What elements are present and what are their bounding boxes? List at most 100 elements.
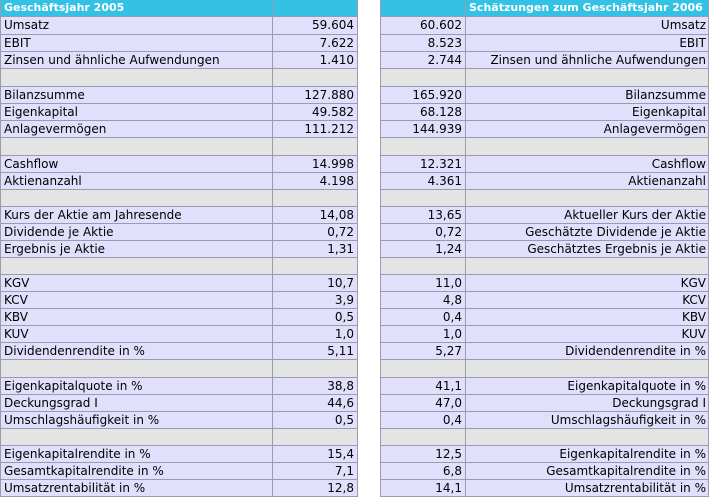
header-empty-cell[interactable] <box>273 0 358 16</box>
label-cell[interactable]: Kurs der Aktie am Jahresende <box>0 207 273 223</box>
empty-cell[interactable] <box>273 258 358 274</box>
value-2005-cell[interactable]: 127.880 <box>273 87 358 103</box>
value-2006-cell[interactable]: 47,0 <box>380 395 466 411</box>
label-cell[interactable]: Dividendenrendite in % <box>0 343 273 359</box>
value-2005-cell[interactable]: 0,5 <box>273 309 358 325</box>
value-2005-cell[interactable]: 5,11 <box>273 343 358 359</box>
empty-cell[interactable] <box>380 258 466 274</box>
label-cell[interactable]: EBIT <box>0 35 273 51</box>
empty-cell[interactable] <box>0 69 273 86</box>
label-cell[interactable]: KGV <box>0 275 273 291</box>
label-cell[interactable]: Eigenkapital <box>0 104 273 120</box>
value-2005-cell[interactable]: 49.582 <box>273 104 358 120</box>
label-cell[interactable]: KUV <box>466 326 709 342</box>
label-cell[interactable]: Cashflow <box>466 156 709 172</box>
value-2005-cell[interactable]: 12,8 <box>273 480 358 496</box>
empty-cell[interactable] <box>273 360 358 377</box>
empty-cell[interactable] <box>273 429 358 445</box>
label-cell[interactable]: KGV <box>466 275 709 291</box>
value-2006-cell[interactable]: 6,8 <box>380 463 466 479</box>
label-cell[interactable]: Deckungsgrad I <box>466 395 709 411</box>
value-2005-cell[interactable]: 14,08 <box>273 207 358 223</box>
value-2006-cell[interactable]: 2.744 <box>380 52 466 68</box>
label-cell[interactable]: Zinsen und ähnliche Aufwendungen <box>466 52 709 68</box>
value-2006-cell[interactable]: 144.939 <box>380 121 466 137</box>
empty-cell[interactable] <box>0 429 273 445</box>
value-2006-cell[interactable]: 12,5 <box>380 446 466 462</box>
header-title-2006[interactable]: Schätzungen zum Geschäftsjahr 2006 <box>466 0 709 16</box>
empty-cell[interactable] <box>466 138 709 155</box>
value-2005-cell[interactable]: 7,1 <box>273 463 358 479</box>
empty-cell[interactable] <box>0 190 273 206</box>
label-cell[interactable]: Eigenkapitalrendite in % <box>466 446 709 462</box>
label-cell[interactable]: KCV <box>0 292 273 308</box>
value-2005-cell[interactable]: 4.198 <box>273 173 358 189</box>
label-cell[interactable]: Aktienanzahl <box>0 173 273 189</box>
value-2005-cell[interactable]: 38,8 <box>273 378 358 394</box>
label-cell[interactable]: EBIT <box>466 35 709 51</box>
label-cell[interactable]: Aktueller Kurs der Aktie <box>466 207 709 223</box>
empty-cell[interactable] <box>466 190 709 206</box>
empty-cell[interactable] <box>466 360 709 377</box>
header-empty-cell[interactable] <box>380 0 466 16</box>
value-2005-cell[interactable]: 0,5 <box>273 412 358 428</box>
label-cell[interactable]: Gesamtkapitalrendite in % <box>466 463 709 479</box>
value-2006-cell[interactable]: 165.920 <box>380 87 466 103</box>
label-cell[interactable]: KBV <box>466 309 709 325</box>
value-2006-cell[interactable]: 11,0 <box>380 275 466 291</box>
empty-cell[interactable] <box>380 360 466 377</box>
value-2006-cell[interactable]: 1,0 <box>380 326 466 342</box>
value-2006-cell[interactable]: 14,1 <box>380 480 466 496</box>
value-2005-cell[interactable]: 10,7 <box>273 275 358 291</box>
label-cell[interactable]: Umsatz <box>466 17 709 34</box>
label-cell[interactable]: Umsatzrentabilität in % <box>466 480 709 496</box>
label-cell[interactable]: Aktienanzahl <box>466 173 709 189</box>
empty-cell[interactable] <box>380 190 466 206</box>
label-cell[interactable]: Anlagevermögen <box>0 121 273 137</box>
label-cell[interactable]: Zinsen und ähnliche Aufwendungen <box>0 52 273 68</box>
value-2006-cell[interactable]: 8.523 <box>380 35 466 51</box>
label-cell[interactable]: KBV <box>0 309 273 325</box>
label-cell[interactable]: KUV <box>0 326 273 342</box>
label-cell[interactable]: Dividendenrendite in % <box>466 343 709 359</box>
label-cell[interactable]: Geschätztes Ergebnis je Aktie <box>466 241 709 257</box>
empty-cell[interactable] <box>273 138 358 155</box>
value-2006-cell[interactable]: 13,65 <box>380 207 466 223</box>
empty-cell[interactable] <box>273 190 358 206</box>
empty-cell[interactable] <box>380 429 466 445</box>
empty-cell[interactable] <box>466 258 709 274</box>
value-2006-cell[interactable]: 60.602 <box>380 17 466 34</box>
label-cell[interactable]: Eigenkapitalrendite in % <box>0 446 273 462</box>
empty-cell[interactable] <box>466 429 709 445</box>
header-title-2005[interactable]: Geschäftsjahr 2005 <box>0 0 273 16</box>
value-2005-cell[interactable]: 7.622 <box>273 35 358 51</box>
label-cell[interactable]: Geschätzte Dividende je Aktie <box>466 224 709 240</box>
label-cell[interactable]: Umsatzrentabilität in % <box>0 480 273 496</box>
empty-cell[interactable] <box>380 69 466 86</box>
label-cell[interactable]: Bilanzsumme <box>0 87 273 103</box>
label-cell[interactable]: Gesamtkapitalrendite in % <box>0 463 273 479</box>
label-cell[interactable]: Umsatz <box>0 17 273 34</box>
label-cell[interactable]: Cashflow <box>0 156 273 172</box>
value-2005-cell[interactable]: 1,0 <box>273 326 358 342</box>
value-2006-cell[interactable]: 12.321 <box>380 156 466 172</box>
label-cell[interactable]: Eigenkapitalquote in % <box>466 378 709 394</box>
value-2005-cell[interactable]: 0,72 <box>273 224 358 240</box>
empty-cell[interactable] <box>466 69 709 86</box>
value-2005-cell[interactable]: 15,4 <box>273 446 358 462</box>
value-2006-cell[interactable]: 41,1 <box>380 378 466 394</box>
value-2006-cell[interactable]: 0,4 <box>380 412 466 428</box>
value-2005-cell[interactable]: 1.410 <box>273 52 358 68</box>
value-2006-cell[interactable]: 0,4 <box>380 309 466 325</box>
empty-cell[interactable] <box>0 138 273 155</box>
label-cell[interactable]: Umschlagshäufigkeit in % <box>0 412 273 428</box>
empty-cell[interactable] <box>273 69 358 86</box>
label-cell[interactable]: Dividende je Aktie <box>0 224 273 240</box>
empty-cell[interactable] <box>0 258 273 274</box>
value-2006-cell[interactable]: 5,27 <box>380 343 466 359</box>
label-cell[interactable]: Bilanzsumme <box>466 87 709 103</box>
value-2005-cell[interactable]: 111.212 <box>273 121 358 137</box>
label-cell[interactable]: Ergebnis je Aktie <box>0 241 273 257</box>
value-2005-cell[interactable]: 3,9 <box>273 292 358 308</box>
value-2006-cell[interactable]: 4.361 <box>380 173 466 189</box>
